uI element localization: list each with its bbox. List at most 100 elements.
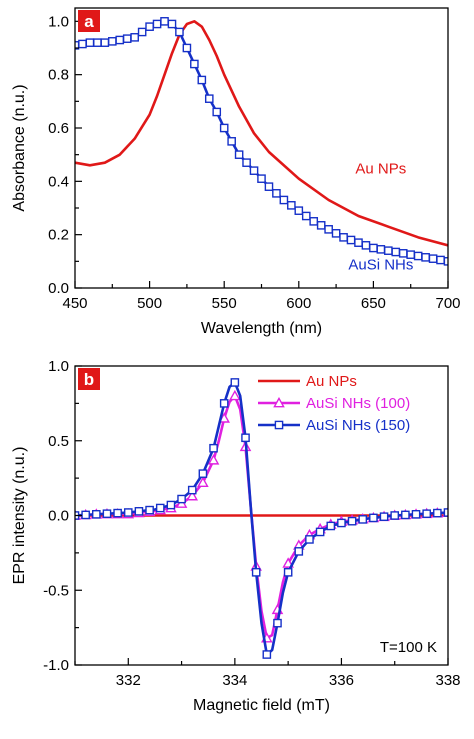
data-point-ausi-nhs-150 bbox=[102, 509, 112, 519]
data-point-ausi-nhs-150 bbox=[209, 443, 218, 453]
temperature-annotation: T=100 K bbox=[380, 639, 437, 656]
data-point-ausi-nhs bbox=[107, 37, 117, 46]
data-point-ausi-nhs-150 bbox=[166, 500, 176, 510]
data-point-ausi-nhs bbox=[428, 254, 438, 263]
data-point-ausi-nhs bbox=[130, 33, 139, 42]
y-tick-label: 0.2 bbox=[48, 227, 69, 244]
data-point-ausi-nhs-150 bbox=[155, 503, 165, 513]
data-point-ausi-nhs-150 bbox=[262, 650, 272, 659]
y-tick-label: 1.0 bbox=[48, 13, 69, 30]
y-tick-label: -1.0 bbox=[43, 657, 69, 674]
panel-b: 332 334 336 338 -1.0 -0.5 0.0 0.5 1.0 Magnetic fi… bbox=[11, 358, 461, 714]
legend-label-ausi-nhs-150: AuSi NHs (150) bbox=[306, 417, 410, 434]
data-point-ausi-nhs bbox=[316, 221, 326, 230]
data-point-ausi-nhs-150 bbox=[401, 510, 410, 520]
data-point-ausi-nhs-150 bbox=[390, 511, 400, 520]
data-point-ausi-nhs bbox=[137, 27, 147, 37]
series-line-au-nps bbox=[75, 20, 448, 247]
data-point-ausi-nhs bbox=[115, 35, 125, 45]
data-point-ausi-nhs bbox=[294, 206, 304, 215]
data-point-ausi-nhs bbox=[78, 39, 87, 49]
data-point-ausi-nhs-150 bbox=[358, 515, 368, 524]
data-point-ausi-nhs bbox=[167, 19, 177, 29]
data-point-ausi-nhs bbox=[264, 182, 274, 191]
data-point-ausi-nhs bbox=[227, 137, 236, 146]
data-point-ausi-nhs-150 bbox=[198, 469, 208, 478]
data-point-ausi-nhs bbox=[197, 75, 207, 85]
data-point-ausi-nhs-150 bbox=[187, 485, 197, 495]
x-axis-title: Magnetic field (mT) bbox=[193, 697, 330, 714]
data-point-ausi-nhs bbox=[212, 107, 222, 117]
plot-frame bbox=[74, 7, 449, 289]
series-label-au-nps: Au NPs bbox=[355, 160, 406, 177]
data-point-ausi-nhs-150 bbox=[113, 508, 122, 518]
data-point-ausi-nhs-150 bbox=[92, 510, 101, 519]
x-tick-label: 334 bbox=[222, 672, 247, 689]
data-point-ausi-nhs-150 bbox=[347, 516, 357, 526]
data-point-ausi-nhs bbox=[346, 235, 356, 245]
data-point-ausi-nhs bbox=[257, 174, 266, 183]
data-point-ausi-nhs bbox=[272, 189, 281, 198]
legend-marker-ausi-nhs-150 bbox=[274, 420, 284, 430]
data-point-ausi-nhs bbox=[413, 251, 423, 261]
data-point-ausi-nhs-150 bbox=[81, 510, 90, 520]
data-point-ausi-nhs bbox=[93, 38, 102, 47]
data-point-ausi-nhs-150 bbox=[219, 399, 229, 408]
x-tick-label: 336 bbox=[329, 672, 354, 689]
x-tick-label: 650 bbox=[361, 295, 386, 312]
data-point-ausi-nhs bbox=[354, 238, 363, 247]
x-tick-label: 600 bbox=[286, 295, 311, 312]
x-tick-label: 332 bbox=[116, 672, 141, 689]
data-point-ausi-nhs-100 bbox=[229, 389, 241, 401]
y-tick-label: 0.5 bbox=[48, 433, 69, 450]
y-tick-label: 0.8 bbox=[48, 67, 69, 84]
legend: Au NPs AuSi NHs (100) AuSi NHs (150) bbox=[258, 373, 410, 434]
data-point-ausi-nhs-100 bbox=[207, 454, 220, 465]
y-tick-label: 1.0 bbox=[48, 358, 69, 375]
series-au-nps bbox=[75, 20, 448, 247]
data-point-ausi-nhs-150 bbox=[379, 512, 389, 521]
data-point-ausi-nhs bbox=[190, 59, 199, 69]
x-tick-label: 338 bbox=[435, 672, 460, 689]
data-point-ausi-nhs bbox=[85, 38, 95, 47]
data-point-ausi-nhs bbox=[100, 38, 110, 47]
y-tick-label: 0.4 bbox=[48, 173, 69, 190]
data-point-ausi-nhs bbox=[279, 195, 289, 205]
legend-label-au-nps: Au NPs bbox=[306, 373, 357, 390]
data-point-ausi-nhs bbox=[331, 229, 341, 238]
data-point-ausi-nhs bbox=[249, 166, 259, 175]
panel-a: 450 500 550 600 650 700 0.0 0.2 0.4 0.6 0.8 1.0 Wave… bbox=[11, 7, 461, 337]
legend-label-ausi-nhs-100: AuSi NHs (100) bbox=[306, 395, 410, 412]
y-axis-title: Absorbance (n.u.) bbox=[11, 84, 28, 211]
data-point-ausi-nhs bbox=[242, 158, 251, 167]
data-point-ausi-nhs bbox=[287, 201, 296, 210]
x-tick-label: 500 bbox=[137, 295, 162, 312]
data-point-ausi-nhs-150 bbox=[369, 513, 378, 523]
data-point-ausi-nhs-150 bbox=[251, 568, 261, 577]
panel-letter-badge bbox=[78, 368, 100, 390]
data-point-ausi-nhs bbox=[376, 245, 386, 254]
data-point-ausi-nhs bbox=[384, 246, 393, 255]
data-point-ausi-nhs bbox=[160, 17, 169, 26]
x-tick-label: 700 bbox=[435, 295, 460, 312]
y-axis-title: EPR intensity (n.u.) bbox=[11, 447, 28, 585]
data-point-ausi-nhs-150 bbox=[273, 618, 282, 628]
data-point-ausi-nhs-100 bbox=[186, 490, 199, 501]
data-point-ausi-nhs-150 bbox=[337, 518, 346, 528]
data-point-ausi-nhs bbox=[122, 34, 132, 43]
data-point-ausi-nhs-150 bbox=[241, 433, 250, 443]
data-point-ausi-nhs-150 bbox=[123, 508, 133, 517]
data-point-ausi-nhs bbox=[436, 255, 445, 265]
y-tick-label: -0.5 bbox=[43, 582, 69, 599]
y-tick-label: 0.0 bbox=[48, 508, 69, 525]
series-ausi-nhs bbox=[75, 17, 448, 266]
data-point-ausi-nhs bbox=[234, 150, 244, 159]
data-point-ausi-nhs bbox=[369, 243, 378, 253]
data-point-ausi-nhs bbox=[145, 22, 154, 31]
data-point-ausi-nhs bbox=[182, 43, 192, 53]
y-tick-label: 0.6 bbox=[48, 120, 69, 137]
data-point-ausi-nhs-150 bbox=[134, 507, 144, 516]
data-point-ausi-nhs bbox=[361, 241, 371, 250]
